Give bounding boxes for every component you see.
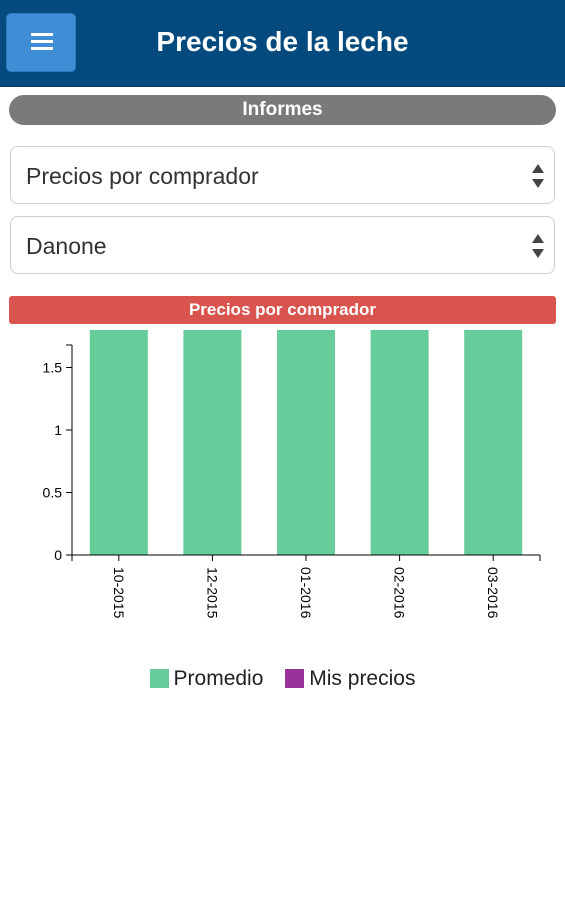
section-label: Informes: [9, 95, 556, 125]
bar-01-2016: [277, 330, 335, 555]
x-tick-label: 02-2016: [392, 567, 408, 619]
arrow-down-icon: [532, 179, 544, 188]
arrow-up-icon: [532, 164, 544, 173]
legend-swatch-mis-precios: [285, 669, 305, 688]
hamburger-line: [31, 47, 53, 50]
hamburger-menu-icon: [31, 33, 53, 36]
page-title: Precios de la leche: [0, 24, 565, 60]
report-select-value: Precios por comprador: [26, 163, 259, 189]
y-tick-label: 1.5: [43, 360, 63, 376]
bar-03-2016: [464, 330, 523, 555]
x-tick-label: 01-2016: [298, 567, 314, 619]
report-select[interactable]: Precios por comprador: [10, 146, 555, 204]
x-tick-label: 12-2015: [204, 567, 220, 619]
bar-02-2016: [370, 330, 429, 555]
buyer-select-value: Danone: [26, 233, 107, 259]
chart-title: Precios por comprador: [9, 296, 556, 324]
bar-12-2015: [183, 330, 242, 555]
y-tick-label: 0.5: [43, 485, 63, 501]
app-header: Precios de la leche: [0, 0, 565, 87]
arrow-down-icon: [532, 249, 544, 258]
menu-button[interactable]: [6, 13, 76, 72]
price-chart: 00.511.522.5310-201512-201501-201602-201…: [43, 330, 541, 619]
x-tick-label: 03-2016: [485, 567, 501, 619]
legend-item-mis-precios: Mis precios: [285, 667, 415, 691]
legend-label-promedio: Promedio: [173, 667, 264, 690]
legend-item-promedio: Promedio: [149, 667, 264, 691]
legend-label-mis-precios: Mis precios: [309, 667, 416, 690]
y-tick-label: 0: [54, 547, 62, 563]
select-arrows-icon: [532, 164, 544, 188]
y-tick-label: 1: [54, 422, 62, 438]
x-tick-label: 10-2015: [111, 567, 127, 619]
hamburger-line: [31, 40, 53, 43]
chart-legend: Promedio Mis precios: [0, 667, 565, 691]
select-arrows-icon: [532, 234, 544, 258]
arrow-up-icon: [532, 234, 544, 243]
legend-swatch-promedio: [149, 669, 169, 688]
bar-10-2015: [89, 330, 148, 555]
buyer-select[interactable]: Danone: [10, 216, 555, 274]
page-title-text: Precios de la leche: [156, 26, 409, 57]
